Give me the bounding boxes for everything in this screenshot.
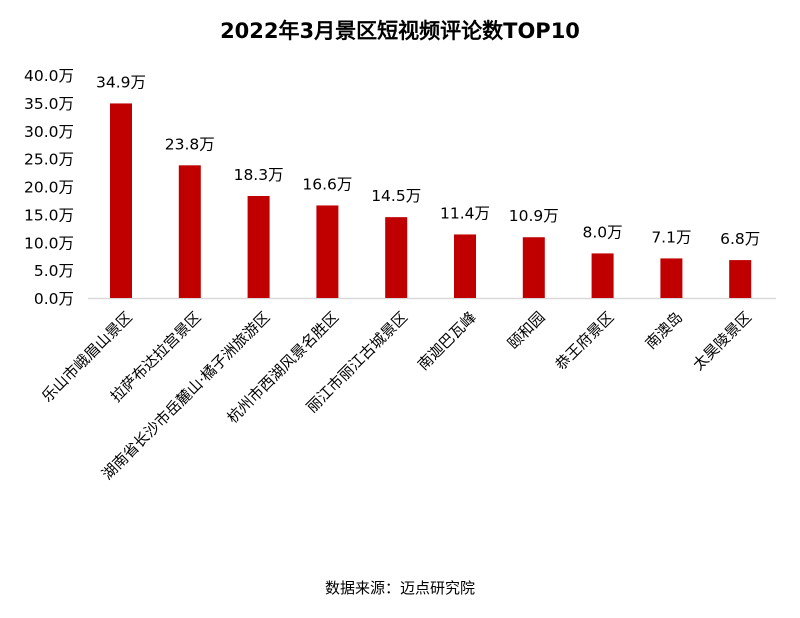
data-label: 23.8万 [165, 135, 215, 153]
y-tick-label: 15.0万 [24, 206, 74, 224]
y-tick-label: 30.0万 [24, 123, 74, 141]
y-tick-label: 20.0万 [24, 179, 74, 197]
data-label: 6.8万 [720, 230, 760, 248]
data-label: 7.1万 [651, 228, 691, 246]
category-label: 杭州市西湖风景名胜区 [223, 308, 342, 427]
data-label: 34.9万 [96, 73, 146, 91]
bar [522, 237, 545, 298]
y-tick-label: 10.0万 [24, 234, 74, 252]
data-label: 16.6万 [302, 175, 352, 193]
bar [316, 205, 339, 298]
bar [247, 195, 270, 298]
category-label: 太昊陵景区 [689, 308, 755, 374]
bar [178, 165, 201, 298]
category-label: 颐和园 [504, 308, 549, 353]
data-label: 18.3万 [234, 166, 284, 184]
y-tick-label: 25.0万 [24, 151, 74, 169]
category-label: 恭王府景区 [552, 308, 618, 374]
data-label: 14.5万 [371, 187, 421, 205]
bar [454, 234, 476, 298]
bar [729, 260, 752, 298]
bar [660, 258, 683, 298]
category-label: 南迦巴瓦峰 [414, 308, 480, 374]
y-tick-label: 5.0万 [34, 262, 74, 280]
bar [110, 103, 132, 299]
bar [385, 217, 408, 298]
chart-title: 2022年3月景区短视频评论数TOP10 [220, 19, 580, 43]
y-tick-label: 40.0万 [24, 67, 74, 85]
data-label: 8.0万 [583, 223, 623, 241]
data-label: 11.4万 [440, 204, 490, 222]
data-label: 10.9万 [509, 207, 559, 225]
y-tick-label: 0.0万 [34, 290, 74, 308]
bar [591, 253, 614, 298]
category-label: 南澳岛 [642, 308, 687, 353]
source-note: 数据来源：迈点研究院 [325, 579, 475, 597]
y-tick-label: 35.0万 [24, 95, 74, 113]
